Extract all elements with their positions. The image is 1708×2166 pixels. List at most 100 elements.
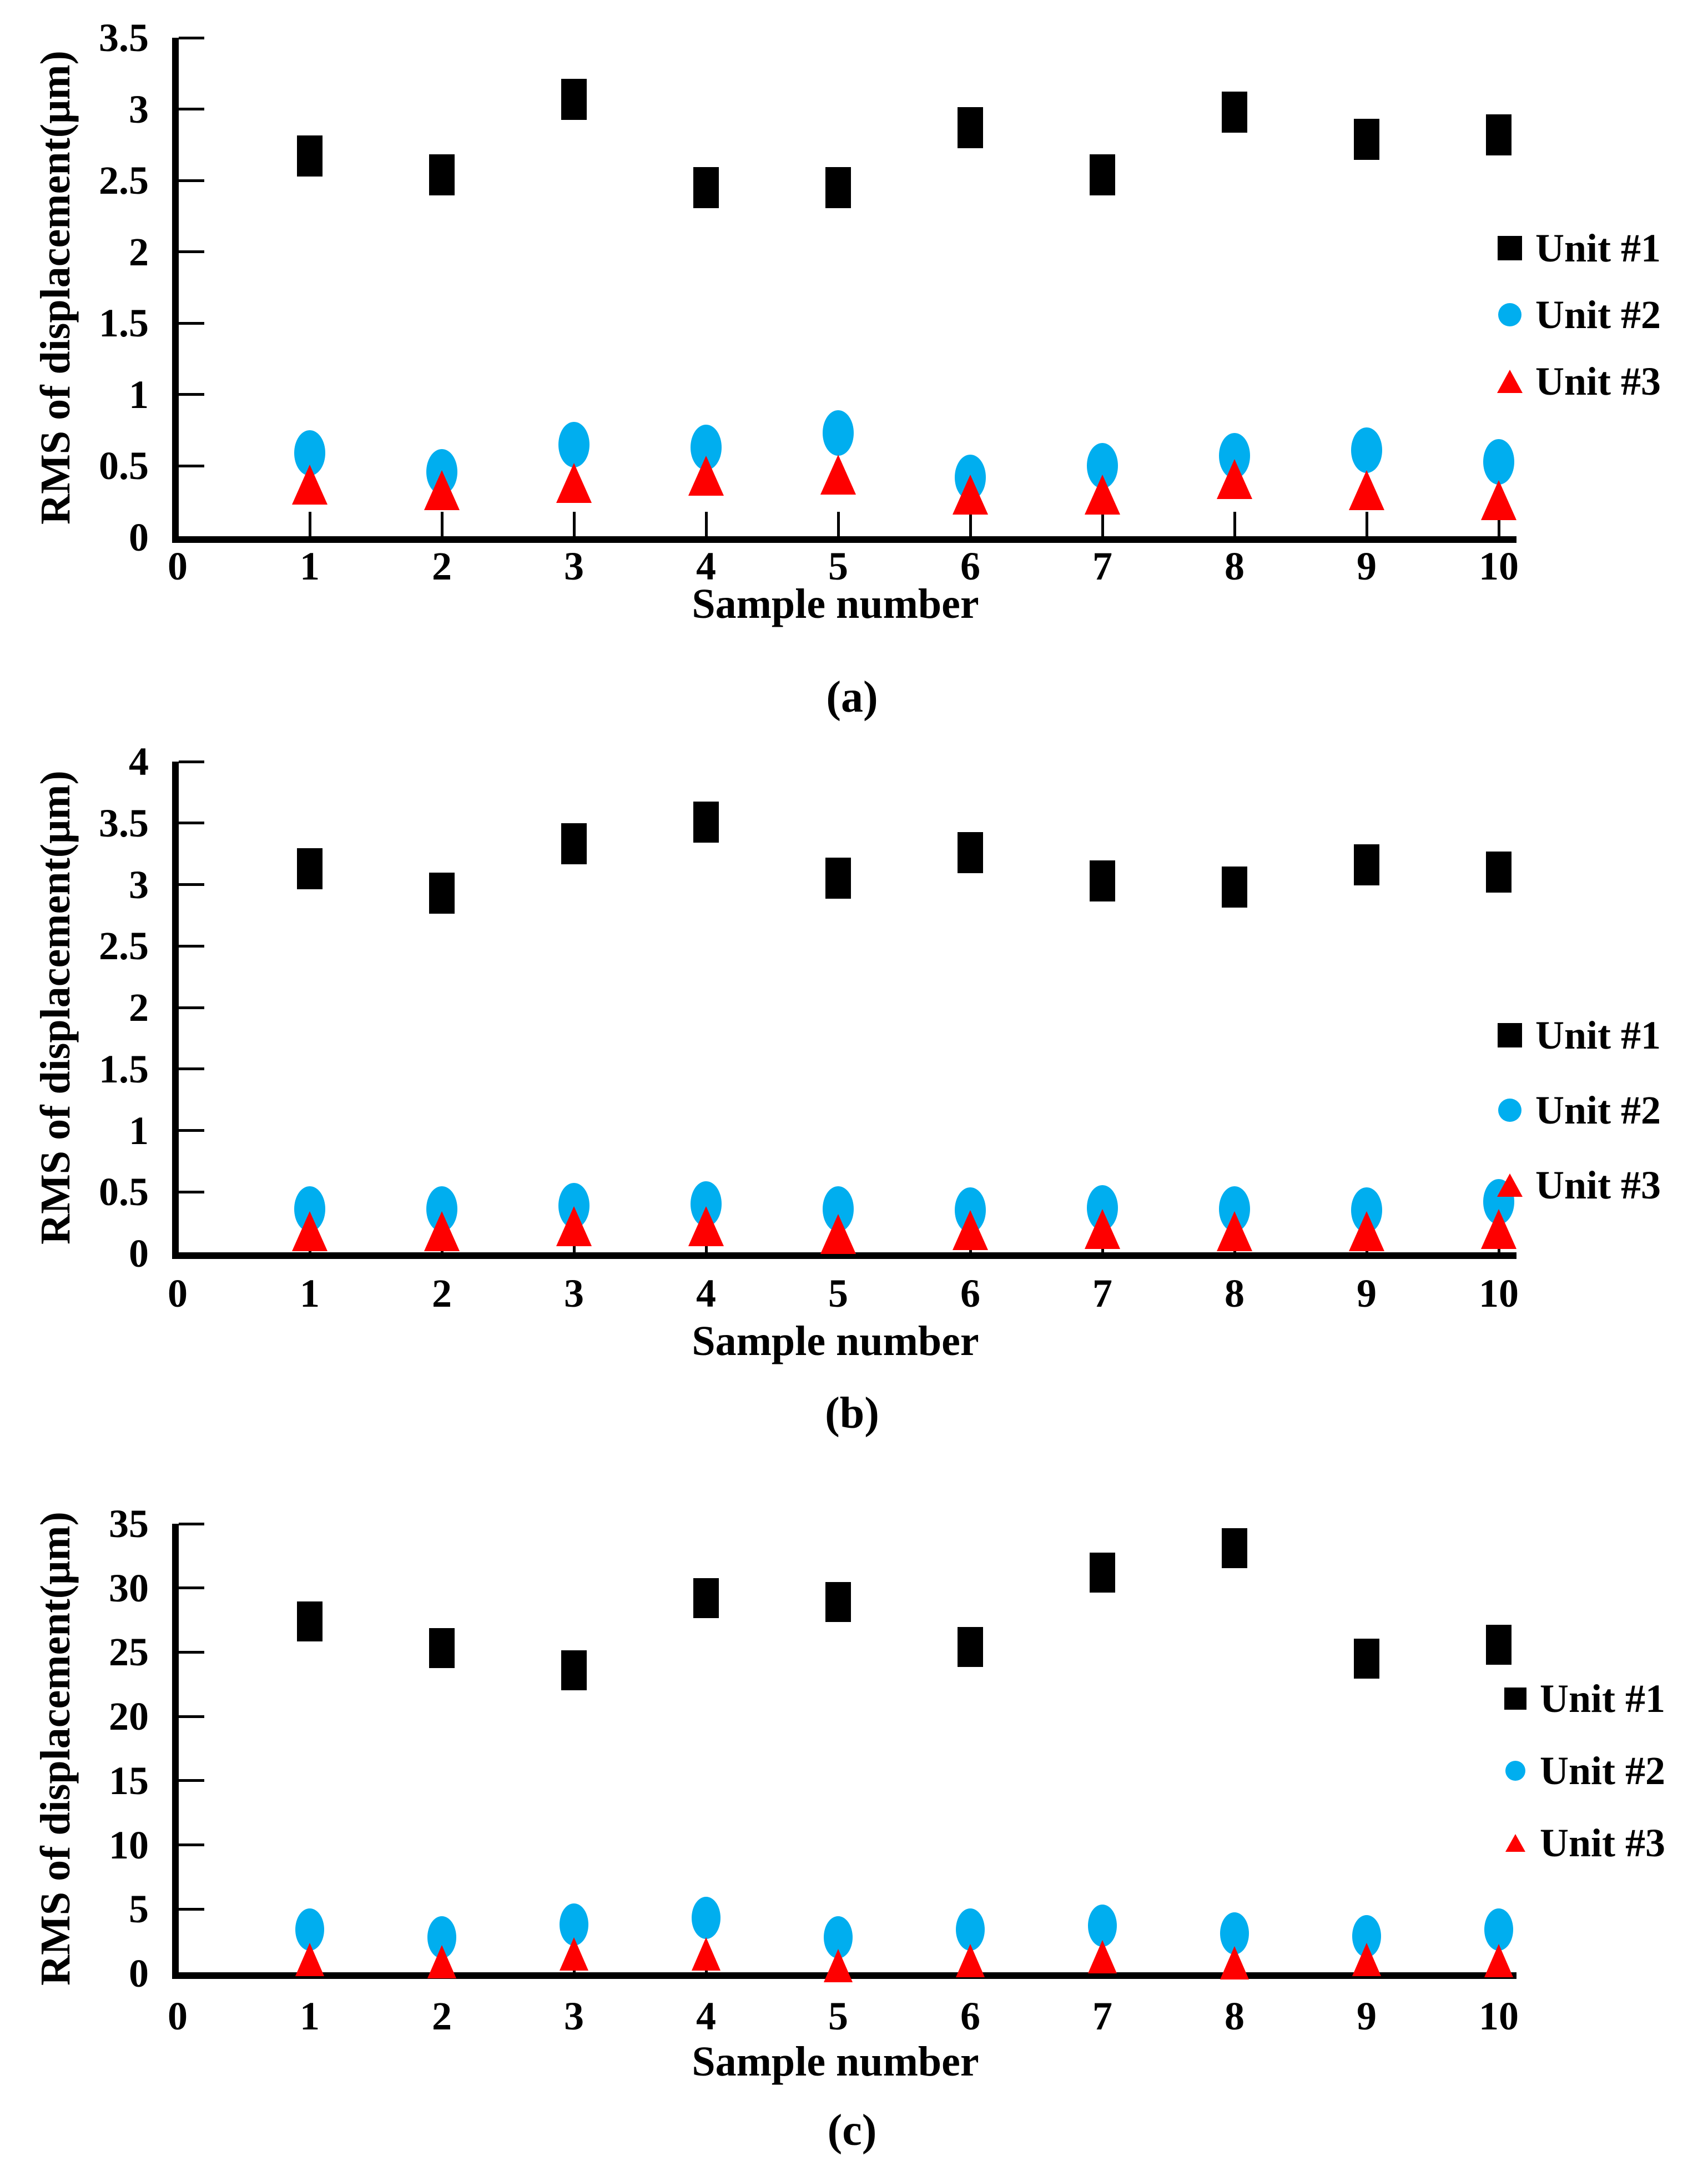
y-tick-label: 1.5 — [99, 1046, 149, 1091]
data-point-unit-1 — [1222, 866, 1247, 908]
y-tick-label: 2 — [129, 229, 149, 274]
y-tick-label: 3 — [129, 862, 149, 907]
y-tick-label: 0.5 — [99, 1170, 149, 1215]
data-point-unit-1 — [1354, 844, 1379, 886]
y-tick-label: 1 — [129, 1108, 149, 1153]
data-point-unit-3 — [1220, 1946, 1249, 1980]
data-point-unit-1 — [958, 1627, 983, 1668]
x-tick-label: 5 — [828, 1271, 848, 1316]
x-tick-label: 4 — [696, 1994, 716, 2038]
legend-marker-unit-3-icon — [1505, 1834, 1525, 1852]
y-tick — [179, 1067, 204, 1071]
x-tick-label: 4 — [696, 544, 716, 588]
x-tick-label: 3 — [564, 1994, 584, 2038]
y-tick-label: 1 — [129, 372, 149, 417]
x-tick-label: 2 — [432, 544, 452, 588]
x-tick-label: 6 — [960, 1271, 980, 1316]
data-point-unit-1 — [297, 1601, 323, 1641]
legend-label-unit-2: Unit #2 — [1535, 293, 1661, 337]
data-point-unit-3 — [956, 1943, 985, 1977]
y-tick-label: 2.5 — [99, 158, 149, 203]
x-axis-title: Sample number — [692, 2038, 979, 2085]
y-axis-line — [172, 1524, 179, 1979]
data-point-unit-3 — [824, 1949, 853, 1983]
x-tick — [308, 512, 311, 536]
data-point-unit-1 — [1486, 1624, 1511, 1665]
data-point-unit-1 — [825, 1582, 851, 1623]
x-axis-line — [172, 1252, 1516, 1259]
x-tick — [837, 512, 840, 536]
y-axis-line — [172, 762, 179, 1259]
y-tick-label: 25 — [109, 1630, 149, 1675]
x-tick-label: 2 — [432, 1271, 452, 1316]
x-tick-label: 10 — [1479, 544, 1519, 588]
data-point-unit-3 — [292, 1211, 328, 1252]
data-point-unit-2 — [1484, 1908, 1513, 1951]
data-point-unit-2 — [692, 1897, 721, 1940]
y-tick — [179, 944, 204, 948]
data-point-unit-1 — [958, 832, 983, 873]
data-point-unit-3 — [1349, 1211, 1384, 1252]
x-tick-label: 6 — [960, 1994, 980, 2038]
data-point-unit-1 — [693, 167, 719, 208]
data-point-unit-2 — [956, 1908, 985, 1951]
data-point-unit-1 — [1486, 114, 1511, 155]
data-point-unit-1 — [1090, 154, 1115, 195]
y-tick — [179, 1190, 204, 1193]
data-point-unit-3 — [1484, 1943, 1513, 1977]
data-point-unit-3 — [688, 1206, 724, 1247]
y-tick-label: 20 — [109, 1694, 149, 1739]
legend-marker-unit-1-icon — [1498, 1023, 1522, 1047]
data-point-unit-1 — [1090, 1552, 1115, 1593]
legend-label-unit-1: Unit #1 — [1540, 1676, 1666, 1721]
y-axis-title: RMS of displacement(μm) — [32, 1512, 79, 1986]
data-point-unit-3 — [953, 474, 988, 515]
y-tick — [179, 393, 204, 396]
data-point-unit-1 — [297, 848, 323, 889]
x-tick — [1233, 512, 1236, 536]
x-tick-label: 10 — [1479, 1271, 1519, 1316]
data-point-unit-3 — [427, 1945, 456, 1979]
y-tick — [179, 464, 204, 467]
data-point-unit-3 — [295, 1942, 324, 1976]
y-tick — [179, 1715, 204, 1718]
data-point-unit-1 — [429, 154, 455, 195]
data-point-unit-3 — [1088, 1940, 1117, 1973]
data-point-unit-1 — [825, 858, 851, 899]
data-point-unit-3 — [292, 464, 328, 505]
data-point-unit-3 — [953, 1210, 988, 1250]
data-point-unit-2 — [823, 410, 854, 456]
legend-marker-unit-2-icon — [1498, 303, 1521, 326]
data-point-unit-3 — [1085, 474, 1120, 515]
data-point-unit-3 — [1349, 470, 1384, 511]
legend-label-unit-3: Unit #3 — [1535, 1163, 1661, 1207]
data-point-unit-1 — [825, 167, 851, 208]
data-point-unit-2 — [1088, 1905, 1117, 1947]
y-tick — [179, 1650, 204, 1654]
x-tick-label: 8 — [1225, 1994, 1245, 2038]
x-tick-label: 8 — [1225, 1271, 1245, 1316]
data-point-unit-3 — [692, 1937, 721, 1971]
data-point-unit-3 — [1481, 1208, 1516, 1249]
data-point-unit-1 — [1222, 1528, 1247, 1568]
data-point-unit-1 — [297, 135, 323, 177]
data-point-unit-1 — [429, 873, 455, 914]
y-tick-label: 15 — [109, 1758, 149, 1803]
x-tick-label: 3 — [564, 544, 584, 588]
legend-label-unit-3: Unit #3 — [1535, 359, 1661, 404]
x-tick-label: 8 — [1225, 544, 1245, 588]
data-point-unit-3 — [424, 1211, 460, 1252]
y-tick — [179, 1586, 204, 1590]
legend-marker-unit-3-icon — [1497, 370, 1523, 393]
y-tick-label: 30 — [109, 1565, 149, 1610]
data-point-unit-1 — [561, 78, 587, 120]
y-tick — [179, 1006, 204, 1009]
data-point-unit-1 — [1354, 1639, 1379, 1679]
data-point-unit-2 — [1483, 439, 1514, 485]
y-tick-label: 5 — [129, 1887, 149, 1932]
x-axis-title: Sample number — [692, 1318, 979, 1364]
